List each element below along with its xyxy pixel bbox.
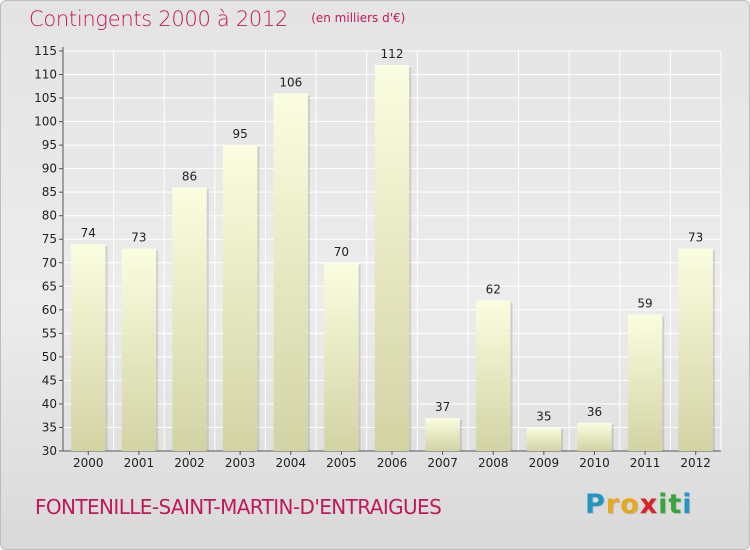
data-label-2006: 112 (381, 47, 404, 61)
bar-shadow-2010 (611, 424, 614, 451)
bar-2000 (71, 243, 106, 451)
bar-shadow-2011 (662, 316, 665, 451)
data-label-2000: 74 (81, 226, 96, 240)
y-tick-label-100: 100 (34, 115, 57, 129)
title-row: Contingents 2000 à 2012 (en milliers d'€… (29, 7, 405, 31)
x-tick-label-2003: 2003 (225, 456, 256, 470)
bar-2008 (476, 300, 511, 451)
commune-name: FONTENILLE-SAINT-MARTIN-D'ENTRAIGUES (35, 495, 442, 519)
x-tick-label-2008: 2008 (478, 456, 509, 470)
data-label-2012: 73 (688, 231, 703, 245)
proxiti-logo: Proxiti (585, 489, 693, 520)
y-tick-label-60: 60 (42, 303, 57, 317)
bar-2005 (324, 262, 359, 451)
data-label-2008: 62 (486, 282, 501, 296)
axes: 30 35 40 45 50 55 60 65 70 75 80 85 90 95 100 105 110 115… (34, 44, 721, 470)
bar-shadow-2005 (358, 264, 361, 451)
bar-shadow-2007 (459, 420, 462, 451)
y-tick-label-70: 70 (42, 256, 57, 270)
x-tick-label-2006: 2006 (377, 456, 408, 470)
logo-letter: i (658, 489, 669, 520)
y-tick-label-115: 115 (34, 44, 57, 58)
bar-2002 (172, 187, 207, 451)
data-label-2011: 59 (637, 297, 652, 311)
x-tick-label-2005: 2005 (326, 456, 357, 470)
y-tick-label-110: 110 (34, 68, 57, 82)
logo-letter: t (668, 489, 683, 520)
x-tick-label-2004: 2004 (275, 456, 306, 470)
y-tick-label-35: 35 (42, 420, 57, 434)
y-tick-label-30: 30 (42, 444, 57, 458)
y-tick-label-95: 95 (42, 138, 57, 152)
logo-letter: x (639, 489, 659, 520)
bar-shadow-2000 (105, 245, 108, 451)
y-tick-label-85: 85 (42, 185, 57, 199)
y-tick-label-75: 75 (42, 232, 57, 246)
logo-letter: o (620, 489, 640, 520)
x-tick-label-2010: 2010 (579, 456, 610, 470)
y-tick-label-65: 65 (42, 279, 57, 293)
x-tick-label-2011: 2011 (630, 456, 661, 470)
bar-2004 (273, 93, 308, 452)
bar-shadow-2009 (561, 429, 564, 451)
data-labels: 74 73 86 95 106 70 112 37 62 35 36 59 73 (81, 47, 704, 423)
x-tick-label-2007: 2007 (427, 456, 458, 470)
bar-shadow-2008 (510, 302, 513, 451)
x-tick-label-2012: 2012 (680, 456, 711, 470)
x-tick-label-2002: 2002 (174, 456, 205, 470)
bar-2007 (425, 418, 460, 451)
logo-letter: P (585, 489, 606, 520)
data-label-2005: 70 (334, 245, 349, 259)
bar-2006 (374, 65, 410, 451)
y-tick-label-50: 50 (42, 350, 57, 364)
bar-shadow-2003 (257, 147, 260, 451)
bar-shadow-2006 (409, 67, 412, 451)
y-tick-label-55: 55 (42, 326, 57, 340)
bar-shadow-2012 (712, 250, 715, 451)
bar-2009 (526, 427, 562, 451)
bar-2001 (121, 248, 157, 451)
bar-2011 (627, 314, 663, 451)
data-label-2007: 37 (435, 400, 450, 414)
data-label-2003: 95 (233, 127, 248, 141)
data-label-2002: 86 (182, 169, 197, 183)
data-label-2009: 35 (536, 409, 551, 423)
x-tick-label-2009: 2009 (529, 456, 560, 470)
bar-2003 (222, 145, 258, 451)
logo-letter: i (682, 489, 693, 520)
x-tick-label-2001: 2001 (124, 456, 155, 470)
chart-subtitle: (en milliers d'€) (311, 11, 406, 25)
logo-letter: r (605, 489, 621, 520)
y-tick-label-105: 105 (34, 91, 57, 105)
bar-2012 (678, 248, 713, 451)
bar-shadow-2004 (307, 95, 310, 452)
bars (71, 65, 715, 452)
bar-shadow-2002 (206, 189, 209, 451)
data-label-2010: 36 (587, 405, 602, 419)
y-tick-label-45: 45 (42, 373, 57, 387)
x-tick-label-2000: 2000 (73, 456, 104, 470)
y-tick-label-40: 40 (42, 397, 57, 411)
y-tick-label-80: 80 (42, 209, 57, 223)
y-tick-label-90: 90 (42, 162, 57, 176)
bar-2010 (577, 422, 612, 451)
data-label-2004: 106 (279, 75, 302, 89)
bar-shadow-2001 (156, 250, 159, 451)
chart-title: Contingents 2000 à 2012 (29, 7, 289, 31)
data-label-2001: 73 (131, 231, 146, 245)
